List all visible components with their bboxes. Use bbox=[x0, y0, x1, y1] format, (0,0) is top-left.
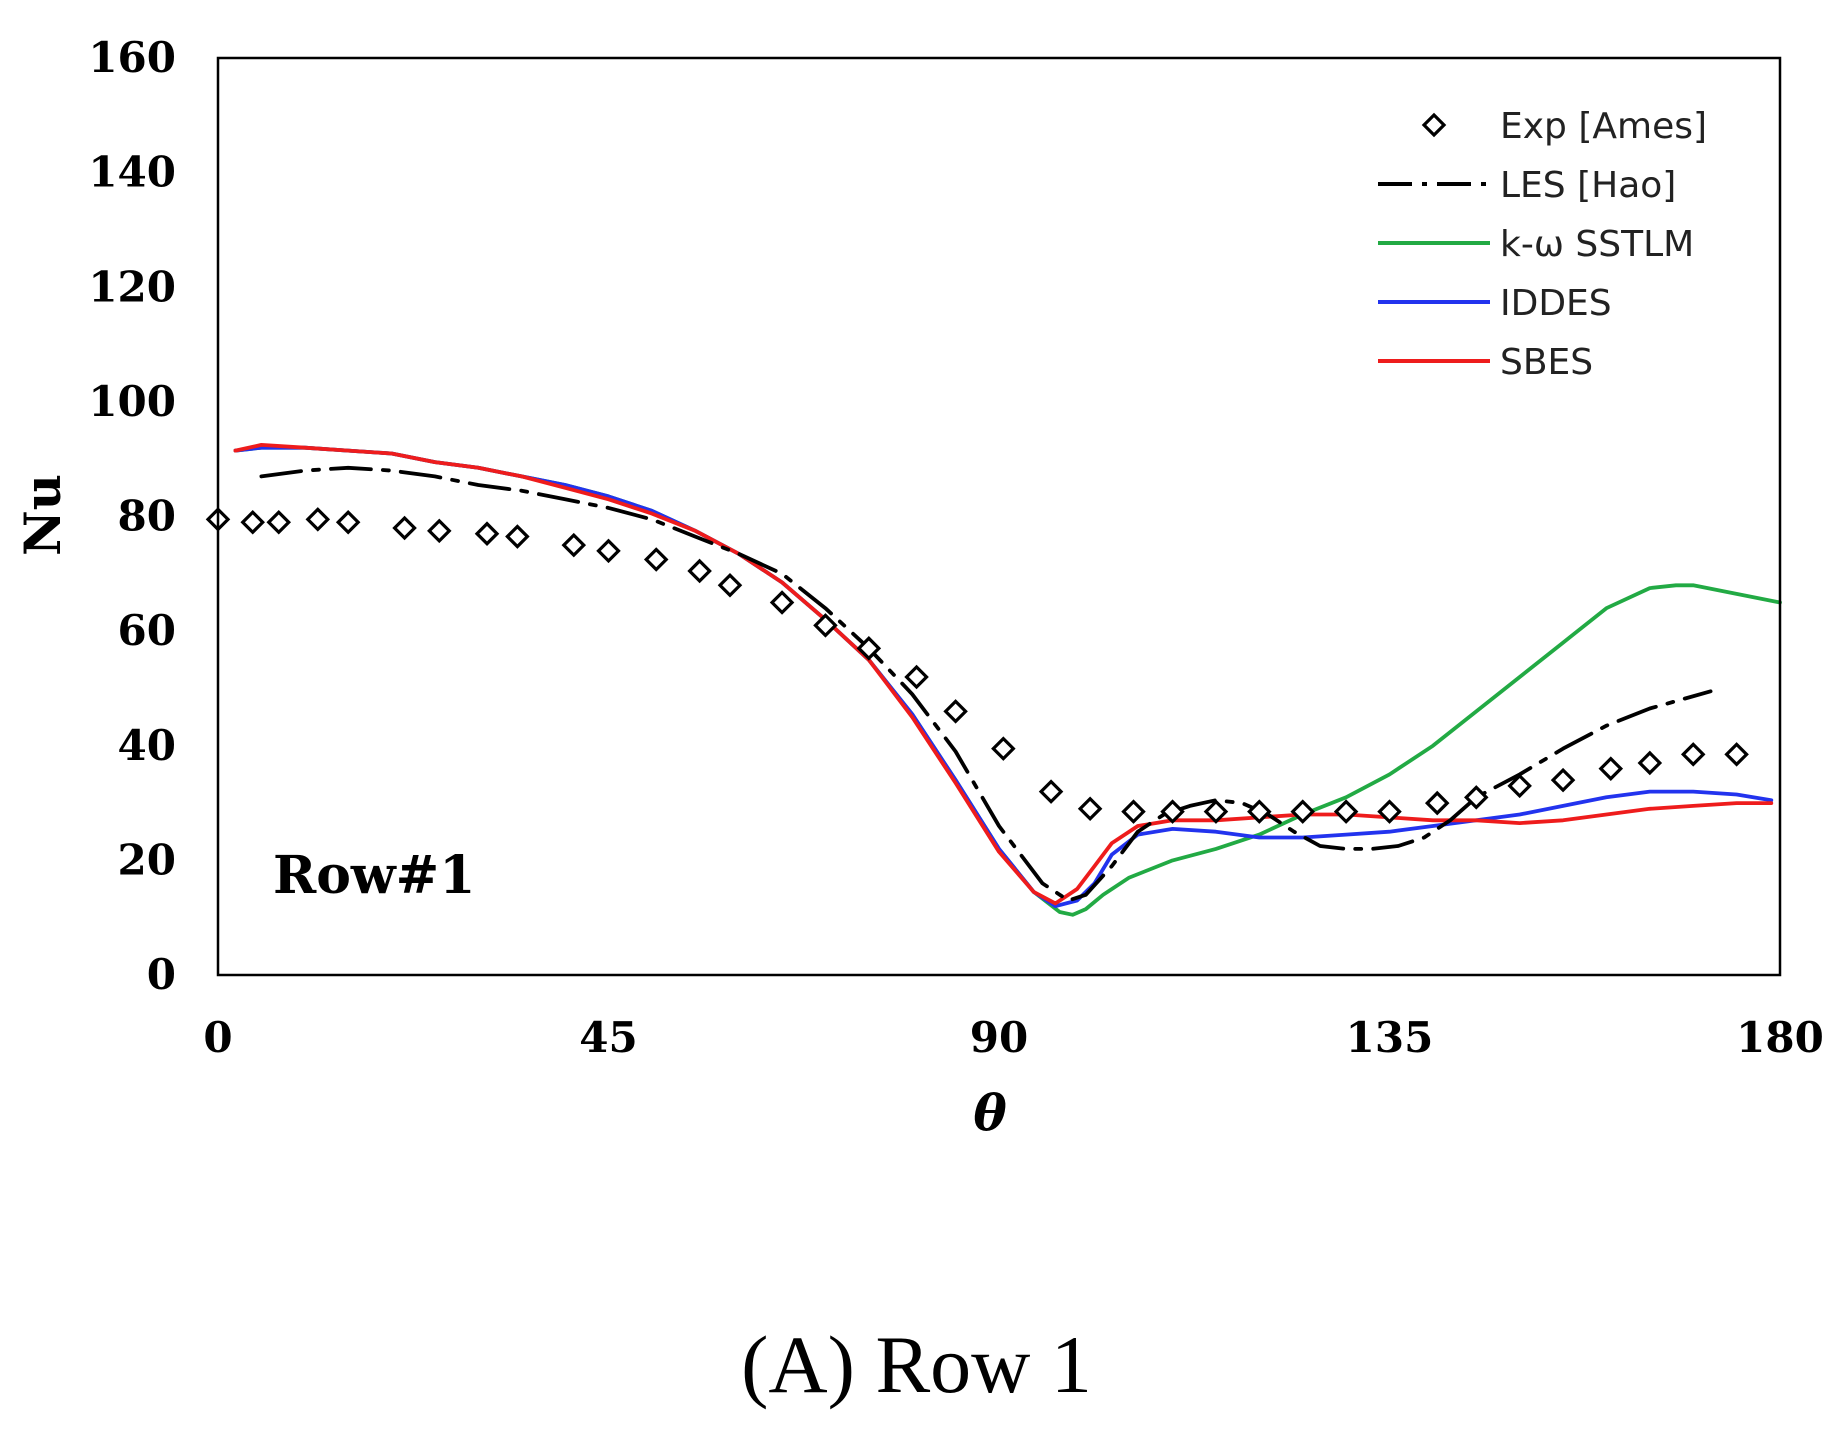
x-axis-ticks: 0 45 90 135 180 bbox=[203, 1013, 1823, 1062]
x-tick-label: 90 bbox=[970, 1013, 1028, 1062]
x-tick-label: 45 bbox=[579, 1013, 637, 1062]
exp-data-point bbox=[1507, 773, 1532, 799]
legend-label: Exp [Ames] bbox=[1500, 106, 1707, 147]
legend-swatch-exp bbox=[1421, 112, 1447, 138]
exp-data-point bbox=[943, 699, 968, 724]
exp-data-point bbox=[561, 532, 587, 558]
exp-data-point bbox=[392, 515, 417, 541]
exp-data-point bbox=[1424, 790, 1450, 816]
exp-data-point bbox=[427, 518, 452, 544]
exp-data-point bbox=[717, 573, 743, 598]
exp-data-point bbox=[1464, 785, 1489, 810]
exp-data-point bbox=[1203, 799, 1229, 824]
exp-data-point bbox=[1121, 799, 1146, 824]
y-tick-label: 60 bbox=[118, 606, 176, 655]
exp-data-point bbox=[1038, 779, 1064, 804]
y-axis-ticks: 0 20 40 60 80 100 120 140 160 bbox=[88, 33, 176, 999]
series-line-iddes bbox=[233, 445, 1774, 909]
row-annotation: Row#1 bbox=[273, 845, 475, 906]
exp-data-point bbox=[1290, 799, 1315, 824]
exp-data-point bbox=[1680, 742, 1706, 767]
y-tick-label: 100 bbox=[88, 377, 176, 426]
legend-label: SBES bbox=[1500, 342, 1593, 383]
exp-data-point bbox=[1637, 750, 1663, 776]
exp-data-point bbox=[1598, 756, 1624, 781]
exp-data-point bbox=[1077, 796, 1103, 822]
x-tick-label: 135 bbox=[1346, 1013, 1434, 1062]
exp-data-point bbox=[1247, 799, 1272, 824]
exp-data-point bbox=[1724, 742, 1749, 767]
exp-data-point bbox=[1377, 799, 1402, 824]
exp-data-point bbox=[474, 521, 500, 546]
figure-caption: (A) Row 1 bbox=[741, 1319, 1092, 1410]
exp-data-point bbox=[904, 664, 929, 690]
plot-frame bbox=[216, 56, 1782, 977]
exp-data-point bbox=[856, 636, 882, 661]
legend-label: LES [Hao] bbox=[1500, 165, 1676, 206]
y-tick-label: 40 bbox=[118, 721, 176, 770]
exp-data-point bbox=[305, 507, 331, 532]
y-tick-label: 20 bbox=[118, 835, 176, 884]
exp-data-point bbox=[240, 509, 265, 535]
exp-data-point bbox=[687, 558, 712, 584]
exp-data-point bbox=[643, 547, 669, 572]
exp-data-point bbox=[335, 509, 361, 535]
x-axis-title: θ bbox=[973, 1083, 1007, 1142]
exp-data-point bbox=[1550, 767, 1576, 793]
series-exp-markers bbox=[205, 507, 1749, 824]
exp-data-point bbox=[266, 509, 292, 535]
legend: Exp [Ames] LES [Hao] k-ω SSTLM IDDES SBES bbox=[1378, 106, 1707, 383]
exp-data-point bbox=[505, 524, 530, 549]
plot-series bbox=[205, 443, 1782, 917]
y-tick-label: 80 bbox=[118, 492, 176, 541]
exp-data-point bbox=[596, 538, 621, 564]
legend-label: IDDES bbox=[1500, 283, 1612, 324]
y-tick-label: 160 bbox=[88, 33, 176, 82]
legend-label: k-ω SSTLM bbox=[1500, 224, 1694, 265]
y-tick-label: 120 bbox=[88, 262, 176, 311]
y-tick-label: 0 bbox=[147, 950, 176, 999]
x-tick-label: 0 bbox=[203, 1013, 232, 1062]
y-axis-title: Nu bbox=[13, 474, 72, 556]
y-tick-label: 140 bbox=[88, 148, 176, 197]
series-line-les-hao- bbox=[259, 465, 1713, 903]
x-tick-label: 180 bbox=[1736, 1013, 1824, 1062]
exp-data-point bbox=[769, 590, 795, 615]
exp-data-point bbox=[991, 736, 1016, 761]
series-line-sbes bbox=[233, 443, 1774, 906]
exp-data-point bbox=[813, 613, 838, 638]
exp-data-point bbox=[1333, 799, 1359, 824]
exp-data-point bbox=[1160, 799, 1185, 824]
